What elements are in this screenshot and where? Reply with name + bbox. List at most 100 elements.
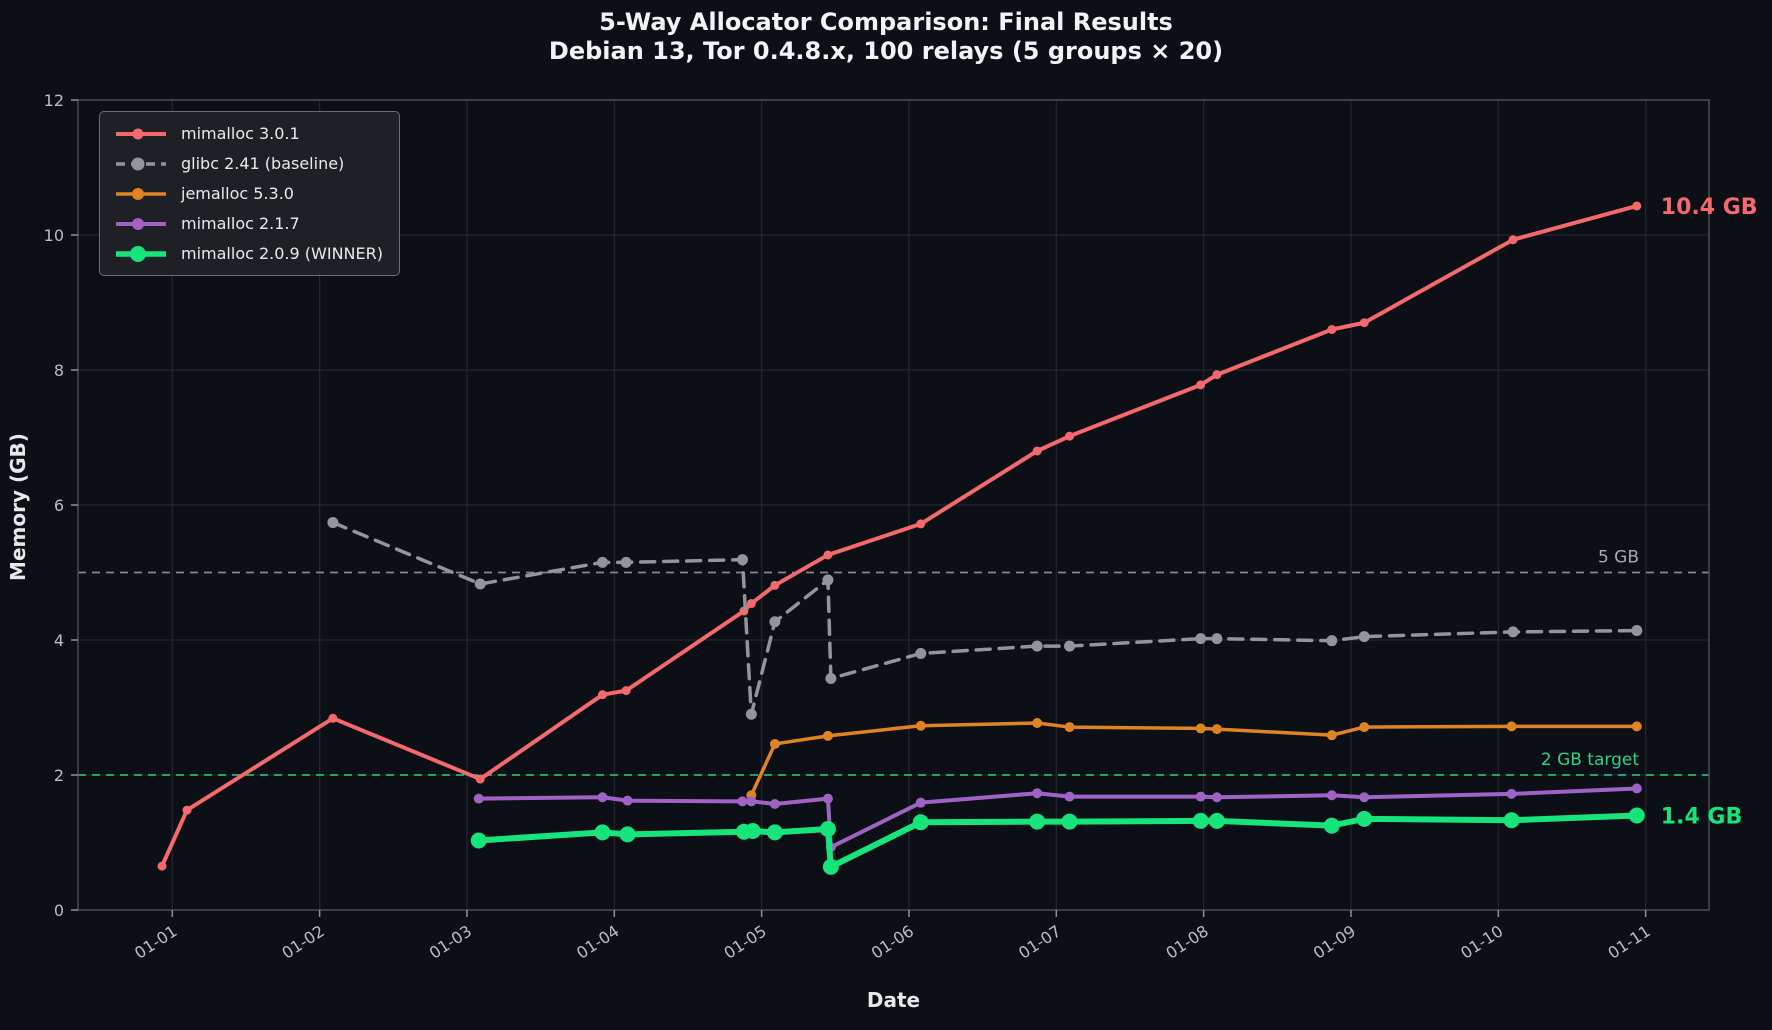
series-point [1195, 633, 1207, 645]
x-tick-label: 01-04 [573, 921, 622, 962]
x-tick-label: 01-03 [426, 921, 475, 962]
series-point [1356, 810, 1373, 827]
y-tick-label: 6 [54, 496, 64, 515]
legend-item-label: mimalloc 3.0.1 [181, 124, 300, 143]
y-tick-label: 8 [54, 361, 64, 380]
series-line-mimalloc-3-0-1 [159, 203, 1639, 869]
y-tick-label: 0 [54, 901, 64, 920]
series-point [1031, 640, 1043, 652]
series-point [327, 517, 339, 529]
series-point [1359, 318, 1369, 328]
series-point [1196, 380, 1206, 390]
series-point [822, 574, 834, 586]
value-annotation: 1.4 GB [1661, 805, 1742, 830]
series-point [1195, 791, 1206, 802]
series-point [1323, 817, 1340, 834]
series-point [769, 738, 780, 749]
x-tick-label: 01-08 [1162, 921, 1211, 962]
series-point [475, 774, 485, 784]
series-point [1212, 370, 1222, 380]
series-point [1061, 813, 1078, 830]
series-point [470, 832, 487, 849]
legend-item: mimalloc 2.0.9 (WINNER) [113, 243, 383, 264]
series-point [1326, 730, 1337, 741]
y-tick-label: 2 [54, 766, 64, 785]
series-point [1508, 235, 1518, 245]
series-point [1507, 626, 1519, 638]
series-point [1632, 201, 1642, 211]
series-point [619, 826, 636, 843]
y-tick-label: 4 [54, 631, 64, 650]
chart-subtitle: Debian 13, Tor 0.4.8.x, 100 relays (5 gr… [548, 37, 1224, 65]
series-point [1506, 788, 1517, 799]
series-point [823, 550, 833, 560]
series-point [1211, 633, 1223, 645]
series-point [1358, 631, 1370, 643]
chart-title-block: 5-Way Allocator Comparison: Final Result… [0, 8, 1772, 66]
x-tick-label: 01-02 [278, 921, 327, 962]
legend-item-label: jemalloc 5.3.0 [181, 184, 294, 203]
series-point [1631, 783, 1642, 794]
series-line-jemalloc-5-3-0 [749, 721, 1639, 797]
series-point [822, 793, 833, 804]
series-point [825, 672, 837, 684]
series-point [1032, 446, 1042, 456]
legend-item: jemalloc 5.3.0 [113, 183, 383, 204]
series-point [1628, 807, 1645, 824]
legend-item-label: mimalloc 2.1.7 [181, 214, 300, 233]
legend-swatch-icon [116, 245, 166, 262]
x-tick-label: 01-09 [1310, 921, 1359, 962]
series-point [598, 690, 608, 700]
x-tick-label: 01-11 [1604, 921, 1653, 962]
series-point [746, 599, 756, 609]
series-point [473, 793, 484, 804]
series-point [1359, 722, 1370, 733]
legend-item: mimalloc 3.0.1 [113, 123, 383, 144]
series-point [1064, 791, 1075, 802]
series-point [1032, 788, 1043, 799]
series-point [736, 554, 748, 566]
series-point [597, 792, 608, 803]
y-tick-label: 10 [44, 226, 64, 245]
y-tick-label: 12 [44, 91, 64, 110]
series-point [916, 519, 926, 529]
series-point [1359, 792, 1370, 803]
series-point [1631, 721, 1642, 732]
series-point [770, 580, 780, 590]
series-point [474, 578, 486, 590]
chart-title: 5-Way Allocator Comparison: Final Result… [599, 8, 1173, 36]
series-point [1211, 792, 1222, 803]
series-point [1065, 431, 1075, 441]
series-point [745, 708, 757, 720]
x-tick-label: 01-07 [1015, 921, 1064, 962]
legend-item: glibc 2.41 (baseline) [113, 153, 383, 174]
legend-item-label: mimalloc 2.0.9 (WINNER) [181, 244, 383, 263]
legend-swatch-icon [116, 187, 166, 200]
series-point [1327, 325, 1337, 334]
x-axis-label: Date [866, 988, 921, 1012]
series-line-glibc-2-41-baseline- [331, 520, 1639, 716]
series-point [1208, 812, 1225, 829]
series-point [1211, 724, 1222, 735]
series-point [620, 556, 632, 568]
series-point [769, 616, 781, 628]
series-point [1506, 721, 1517, 732]
series-point [1032, 718, 1043, 729]
x-tick-label: 01-01 [131, 921, 180, 962]
reference-line-label: 5 GB [1598, 548, 1639, 568]
legend-swatch-icon [116, 128, 166, 139]
legend-swatch-icon [116, 157, 166, 170]
series-point [328, 713, 338, 723]
value-annotation: 10.4 GB [1661, 195, 1758, 220]
legend-item-label: glibc 2.41 (baseline) [181, 154, 345, 173]
x-tick-label: 01-10 [1457, 921, 1506, 962]
legend: mimalloc 3.0.1 glibc 2.41 (baseline) jemal… [99, 111, 400, 276]
series-point [157, 861, 167, 871]
series-point [1503, 812, 1520, 829]
series-point [912, 814, 929, 831]
series-point [1195, 723, 1206, 734]
series-point [915, 648, 927, 659]
series-point [1064, 640, 1076, 652]
series-point [915, 797, 926, 808]
